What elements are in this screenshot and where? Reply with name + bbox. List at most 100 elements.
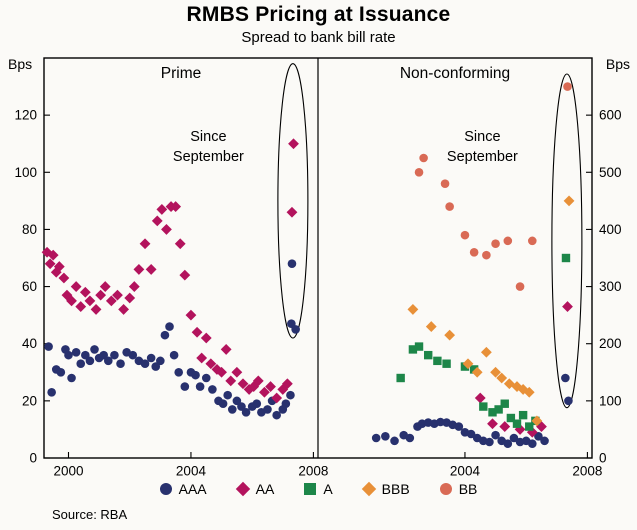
left-axis-tick-label: 40 bbox=[22, 336, 37, 351]
data-point-aa bbox=[90, 304, 102, 315]
left-axis-tick-label: 60 bbox=[22, 279, 37, 294]
left-axis-tick-label: 120 bbox=[14, 108, 37, 123]
legend-item-aaa: AAA bbox=[159, 481, 207, 497]
data-point-a bbox=[460, 362, 470, 371]
data-point-bbb bbox=[480, 346, 492, 358]
data-point-bbb bbox=[496, 372, 508, 384]
data-point-bb bbox=[491, 239, 500, 249]
data-point-aaa bbox=[371, 433, 381, 443]
data-point-a bbox=[494, 405, 503, 414]
data-point-a bbox=[512, 419, 522, 428]
data-point-aaa bbox=[405, 433, 415, 443]
data-point-aa bbox=[281, 378, 293, 390]
legend-label-aaa: AAA bbox=[178, 481, 207, 497]
aa-marker-icon bbox=[235, 481, 250, 497]
data-point-aaa bbox=[509, 433, 519, 443]
bb-marker-icon bbox=[439, 483, 452, 495]
data-point-aaa bbox=[503, 439, 513, 449]
right-axis-tick-label: 0 bbox=[599, 451, 607, 466]
x-axis-tick-label: 2000 bbox=[53, 464, 83, 479]
data-point-aa bbox=[79, 286, 91, 298]
data-point-a bbox=[488, 408, 497, 417]
data-point-bb bbox=[445, 202, 454, 211]
data-point-aa bbox=[84, 295, 96, 307]
since-september-ellipse bbox=[551, 73, 583, 409]
data-point-aa bbox=[205, 358, 217, 370]
right-axis-tick-label: 500 bbox=[599, 165, 622, 180]
since-september-annotation: September bbox=[173, 149, 244, 165]
data-point-aa bbox=[124, 292, 136, 304]
legend-item-bb: BB bbox=[439, 481, 478, 497]
data-point-a bbox=[500, 399, 509, 408]
data-point-aaa bbox=[272, 410, 281, 420]
data-point-aa bbox=[128, 281, 140, 292]
data-point-bb bbox=[503, 236, 513, 246]
data-point-bb bbox=[419, 153, 428, 163]
legend-label-bb: BB bbox=[458, 481, 478, 497]
data-point-aa bbox=[151, 215, 163, 227]
data-point-aa bbox=[211, 364, 223, 375]
since-september-ellipse bbox=[277, 63, 309, 339]
data-point-a bbox=[433, 356, 442, 366]
data-point-aaa bbox=[485, 437, 494, 447]
data-point-aa bbox=[237, 378, 249, 390]
right-axis-tick-label: 300 bbox=[599, 279, 622, 294]
data-point-aa bbox=[70, 281, 82, 292]
right-axis-unit-label: Bps bbox=[605, 56, 630, 72]
data-point-aa bbox=[50, 266, 62, 278]
data-point-aaa bbox=[160, 330, 170, 340]
bbb-marker-icon bbox=[361, 481, 376, 497]
data-point-aaa bbox=[281, 399, 291, 409]
right-axis-tick-label: 600 bbox=[599, 108, 622, 123]
data-point-aaa bbox=[286, 390, 295, 400]
data-point-a bbox=[414, 342, 424, 351]
data-point-aaa bbox=[390, 436, 399, 446]
data-point-aaa bbox=[71, 347, 81, 357]
data-point-aaa bbox=[64, 350, 73, 360]
data-point-aa bbox=[53, 261, 65, 272]
left-axis-tick-label: 80 bbox=[22, 222, 37, 237]
legend-item-aa: AA bbox=[235, 481, 274, 497]
right-axis-tick-label: 400 bbox=[599, 222, 622, 237]
data-point-aaa bbox=[165, 322, 174, 331]
data-point-aa bbox=[286, 206, 298, 218]
data-point-aaa bbox=[116, 359, 125, 369]
data-point-bbb bbox=[407, 304, 419, 315]
data-point-aa bbox=[200, 332, 212, 344]
data-point-bbb bbox=[531, 415, 543, 427]
data-point-aaa bbox=[252, 399, 262, 409]
right-axis-tick-label: 200 bbox=[599, 336, 622, 351]
data-point-aa bbox=[118, 304, 129, 315]
left-axis-tick-label: 20 bbox=[22, 393, 37, 408]
data-point-aa bbox=[170, 201, 182, 212]
data-point-bb bbox=[460, 230, 470, 240]
data-point-aaa bbox=[466, 429, 476, 439]
since-september-annotation: Since bbox=[190, 129, 226, 145]
data-point-aaa bbox=[56, 367, 66, 377]
data-point-bbb bbox=[563, 195, 575, 207]
data-point-aaa bbox=[528, 439, 537, 449]
data-point-aa bbox=[156, 204, 168, 215]
data-point-aaa bbox=[291, 325, 300, 334]
data-point-aaa bbox=[564, 396, 573, 406]
data-point-aa bbox=[99, 281, 111, 292]
data-point-aaa bbox=[99, 350, 108, 360]
data-point-aa bbox=[265, 381, 276, 392]
data-point-aaa bbox=[156, 356, 165, 366]
chart-subtitle: Spread to bank bill rate bbox=[241, 29, 396, 46]
data-point-aa bbox=[231, 366, 243, 378]
data-point-aaa bbox=[90, 345, 99, 354]
data-point-aa bbox=[220, 344, 232, 355]
data-point-aaa bbox=[201, 373, 211, 383]
data-point-aa bbox=[112, 289, 123, 301]
data-point-aa bbox=[95, 289, 107, 301]
data-point-aaa bbox=[128, 350, 138, 360]
data-point-aaa bbox=[180, 382, 190, 391]
panel-label: Non-conforming bbox=[400, 65, 510, 82]
data-point-bbb bbox=[462, 358, 474, 370]
data-point-bbb bbox=[425, 321, 437, 332]
x-axis-tick-label: 2008 bbox=[572, 464, 602, 479]
legend-label-a: A bbox=[323, 481, 333, 497]
data-point-aa bbox=[216, 366, 227, 378]
